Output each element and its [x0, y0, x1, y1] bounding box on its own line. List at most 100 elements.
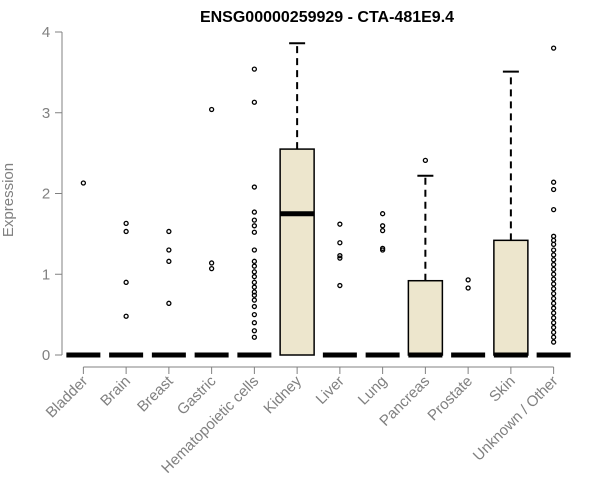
outlier-point [379, 227, 386, 234]
outlier-point [550, 179, 557, 185]
outlier-point [465, 285, 471, 291]
x-tick-label: Kidney [260, 372, 305, 417]
outlier-point [550, 310, 557, 316]
outlier-point [337, 255, 343, 261]
outlier-point [123, 313, 129, 319]
outlier-point [251, 217, 258, 223]
outlier-point [550, 281, 557, 287]
outlier-point [465, 277, 471, 283]
outlier-point [251, 247, 258, 253]
x-tick-label: Skin [486, 373, 519, 406]
y-tick-label: 4 [42, 24, 50, 41]
box-group [237, 66, 272, 358]
outlier-point [166, 228, 172, 235]
outlier-point [550, 276, 557, 282]
box-group [194, 106, 229, 358]
x-tick-label: Lung [355, 373, 391, 409]
outlier-point [166, 247, 172, 253]
box-group [109, 220, 144, 358]
x-tick-label: Breast [134, 372, 177, 415]
outlier-point [550, 290, 557, 297]
box-group [493, 70, 529, 358]
outlier-point [337, 253, 343, 259]
outlier-point [166, 300, 172, 306]
outlier-point [208, 106, 215, 113]
outlier-point [251, 184, 258, 190]
outlier-point [550, 286, 557, 292]
outlier-point [251, 269, 258, 275]
y-tick-label: 1 [42, 266, 50, 283]
outlier-point [251, 284, 258, 290]
iqr-box [493, 239, 529, 356]
box-group [536, 45, 571, 358]
box-series [66, 42, 571, 358]
iqr-box [407, 279, 444, 356]
y-tick-label: 3 [42, 105, 50, 122]
outlier-point [208, 260, 215, 266]
outlier-point [550, 271, 557, 277]
outlier-point [550, 295, 557, 302]
outlier-point [123, 220, 129, 227]
x-tick-label: Bladder [43, 373, 92, 422]
outlier-point [550, 305, 557, 311]
outlier-point [251, 328, 258, 334]
outlier-point [550, 334, 557, 340]
outlier-point [379, 211, 386, 217]
box-group [66, 180, 101, 358]
x-tick-label: Liver [313, 373, 348, 408]
iqr-box [279, 148, 315, 356]
outlier-point [422, 157, 429, 164]
outlier-point [251, 274, 258, 280]
outlier-point [123, 228, 129, 235]
outlier-point [550, 300, 557, 306]
outlier-point [550, 320, 557, 326]
outlier-point [379, 247, 386, 253]
outlier-point [251, 311, 258, 318]
x-tick-label: Brain [97, 373, 134, 410]
outlier-point [550, 339, 557, 345]
outlier-point [208, 265, 215, 272]
chart-title: ENSG00000259929 - CTA-481E9.4 [200, 9, 454, 26]
outlier-point [251, 229, 258, 235]
x-tick-label: Prostate [424, 373, 476, 425]
outlier-point [550, 45, 557, 51]
outlier-point [251, 66, 258, 72]
outlier-point [251, 320, 258, 326]
outlier-point [251, 292, 258, 298]
outlier-point [550, 241, 557, 248]
outlier-point [379, 223, 386, 229]
outlier-point [251, 209, 258, 215]
outlier-point [80, 180, 87, 186]
outlier-point [251, 297, 258, 303]
outlier-point [337, 282, 343, 289]
outlier-point [550, 261, 557, 268]
y-axis-title: Expression [0, 163, 17, 237]
outlier-point [251, 258, 258, 264]
outlier-point [550, 266, 557, 273]
outlier-point [251, 303, 258, 310]
outlier-point [123, 279, 129, 285]
outlier-point [550, 329, 557, 336]
outlier-point [166, 258, 172, 264]
box-group [451, 277, 486, 358]
outlier-point [251, 334, 258, 340]
box-group [322, 221, 357, 358]
outlier-point [251, 223, 258, 229]
outlier-point [251, 279, 258, 285]
outlier-point [251, 263, 258, 269]
outlier-point [550, 252, 557, 258]
outlier-point [251, 99, 258, 105]
outlier-point [550, 324, 557, 331]
outlier-point [550, 315, 557, 321]
y-tick-label: 0 [42, 347, 50, 364]
y-axis: 0 1 2 3 4 [42, 24, 63, 364]
outlier-point [550, 206, 557, 213]
outlier-point [337, 221, 343, 227]
outlier-point [550, 247, 557, 253]
outlier-point [550, 257, 557, 263]
y-tick-label: 2 [42, 186, 50, 203]
outlier-point [337, 240, 343, 246]
box-group [279, 42, 315, 356]
